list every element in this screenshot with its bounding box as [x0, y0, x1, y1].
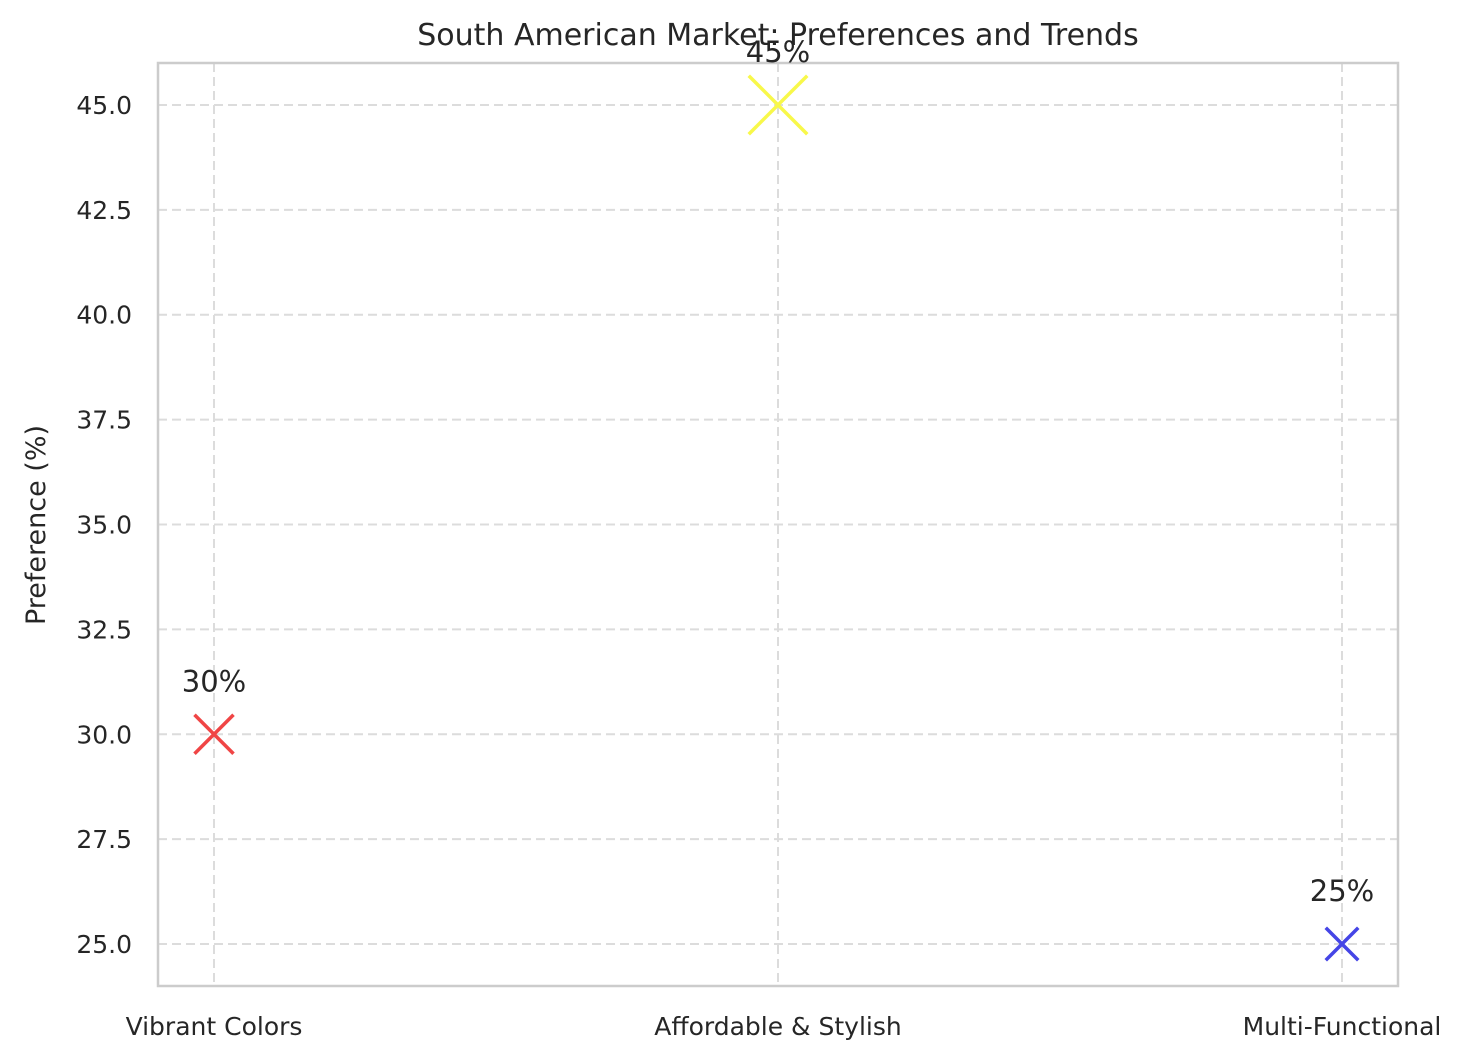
chart-title: South American Market: Preferences and T…: [417, 18, 1138, 53]
data-point-marker: [1324, 926, 1360, 962]
y-tick-label: 45.0: [76, 91, 132, 120]
y-axis-label: Preference (%): [21, 425, 52, 625]
y-tick-label: 40.0: [76, 301, 132, 330]
y-tick-label: 35.0: [76, 511, 132, 540]
y-tick-label: 27.5: [76, 825, 132, 854]
grid-lines: [158, 63, 1398, 986]
y-tick-label: 32.5: [76, 615, 132, 644]
data-markers: [193, 74, 1360, 962]
x-tick-label: Multi-Functional: [1243, 1012, 1442, 1041]
data-labels: 30% 45% 25%: [182, 35, 1374, 908]
y-tick-label: 37.5: [76, 406, 132, 435]
x-tick-label: Affordable & Stylish: [654, 1012, 901, 1041]
data-point-label: 45%: [746, 35, 810, 69]
y-tick-label: 42.5: [76, 196, 132, 225]
data-point-marker: [747, 74, 809, 136]
y-tick-label: 30.0: [76, 720, 132, 749]
data-point-marker: [193, 713, 235, 756]
y-tick-labels: 25.0 27.5 30.0 32.5 35.0 37.5 40.0 42.5 45.0: [76, 91, 132, 959]
plot-frame: [156, 61, 1400, 988]
x-tick-labels: Vibrant Colors Affordable & Stylish Multi-…: [126, 1012, 1442, 1041]
x-tick-label: Vibrant Colors: [126, 1012, 303, 1041]
data-point-label: 25%: [1310, 874, 1374, 908]
y-tick-label: 25.0: [76, 930, 132, 959]
data-point-label: 30%: [182, 664, 246, 698]
